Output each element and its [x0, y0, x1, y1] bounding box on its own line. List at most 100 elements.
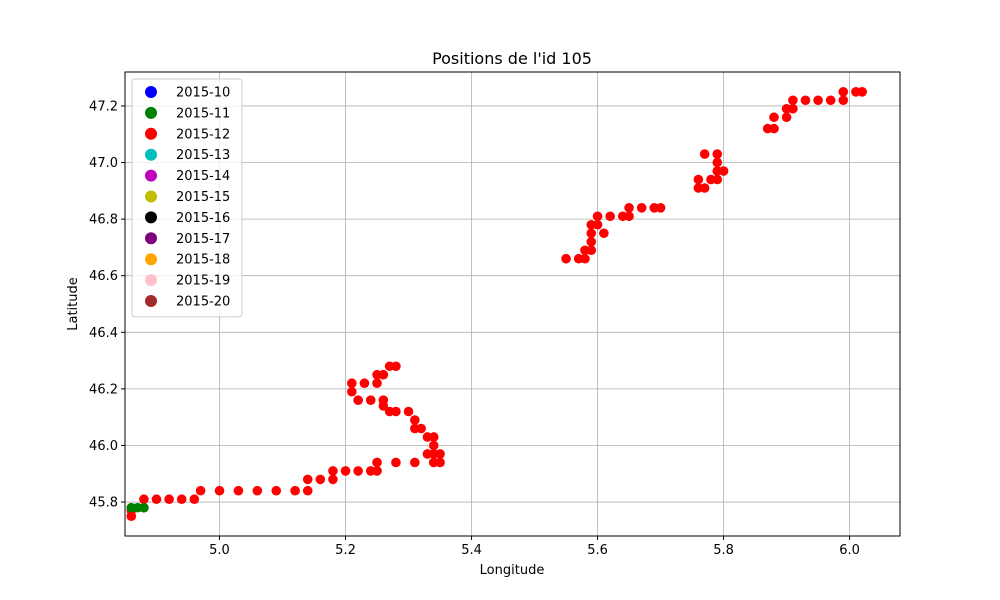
data-point-2015-12 — [838, 87, 849, 97]
legend-marker — [145, 106, 157, 119]
data-point-2015-12 — [151, 494, 162, 505]
data-point-2015-12 — [718, 166, 729, 176]
x-tick-label: 5.8 — [713, 543, 734, 558]
legend-label: 2015-12 — [176, 127, 230, 142]
data-point-2015-12 — [347, 378, 357, 389]
y-tick-label: 46.4 — [89, 326, 118, 341]
data-point-2015-12 — [592, 219, 603, 230]
data-point-2015-12 — [176, 494, 187, 505]
data-point-2015-12 — [410, 423, 420, 434]
data-point-2015-12 — [712, 174, 723, 185]
legend-label: 2015-11 — [176, 106, 230, 121]
data-point-2015-12 — [813, 95, 823, 106]
data-point-2015-12 — [189, 494, 200, 505]
x-tick-label: 5.4 — [461, 543, 482, 558]
data-point-2015-12 — [586, 228, 597, 239]
data-point-2015-12 — [693, 174, 704, 185]
x-axis-label: Longitude — [480, 563, 545, 578]
legend-marker — [145, 295, 157, 307]
legend-marker — [145, 127, 157, 140]
data-point-2015-12 — [328, 474, 338, 485]
data-point-2015-12 — [252, 485, 263, 496]
data-point-2015-12 — [353, 466, 363, 476]
legend-marker — [145, 86, 157, 98]
data-point-2015-12 — [290, 485, 300, 496]
grid — [125, 72, 900, 536]
data-point-2015-11 — [139, 502, 149, 513]
data-point-2015-12 — [699, 183, 710, 193]
data-point-2015-12 — [340, 466, 351, 476]
legend-label: 2015-13 — [176, 148, 230, 163]
x-tick-label: 5.0 — [209, 543, 230, 558]
data-point-2015-12 — [624, 211, 634, 222]
data-point-2015-12 — [586, 245, 597, 256]
legend-label: 2015-18 — [176, 253, 230, 268]
data-point-2015-12 — [372, 457, 382, 468]
data-point-2015-12 — [624, 203, 634, 213]
data-point-2015-12 — [769, 112, 779, 123]
y-tick-label: 46.0 — [89, 439, 118, 454]
data-point-2015-12 — [302, 485, 313, 496]
data-point-2015-12 — [428, 440, 439, 451]
data-point-2015-12 — [391, 457, 401, 468]
data-point-2015-12 — [139, 494, 149, 505]
legend-label: 2015-17 — [176, 232, 230, 247]
legend: 2015-10 2015-11 2015-12 2015-13 2015-14 2015-… — [131, 78, 243, 318]
data-point-2015-12 — [328, 466, 338, 476]
y-tick-label: 45.8 — [89, 496, 118, 511]
legend-label: 2015-19 — [176, 274, 230, 289]
data-point-2015-12 — [378, 369, 389, 380]
data-point-2015-12 — [655, 203, 666, 213]
legend-label: 2015-15 — [176, 190, 230, 205]
data-point-2015-12 — [800, 95, 811, 106]
data-point-2015-12 — [347, 386, 357, 397]
x-tick-label: 6.0 — [839, 543, 860, 558]
data-point-2015-12 — [384, 406, 395, 417]
data-point-2015-12 — [838, 95, 849, 106]
x-tick-label: 5.2 — [335, 543, 356, 558]
data-point-2015-12 — [391, 361, 401, 372]
data-point-2015-12 — [302, 474, 313, 485]
legend-marker — [145, 169, 157, 182]
data-point-2015-12 — [378, 395, 389, 405]
y-tick-label: 47.2 — [89, 99, 118, 114]
data-point-2015-12 — [195, 485, 206, 496]
data-point-2015-12 — [712, 149, 723, 159]
y-tick-label: 46.2 — [89, 382, 118, 397]
plot-frame — [124, 71, 901, 537]
data-point-2015-12 — [857, 87, 867, 97]
data-point-2015-12 — [781, 112, 792, 123]
legend-marker — [145, 148, 157, 161]
y-tick-label: 47.0 — [89, 156, 118, 171]
data-point-2015-12 — [586, 236, 597, 247]
data-point-2015-12 — [580, 253, 590, 264]
data-point-2015-12 — [592, 211, 603, 222]
legend-box — [131, 78, 243, 318]
data-point-2015-12 — [403, 406, 414, 417]
data-point-2015-12 — [164, 494, 174, 505]
legend-marker — [145, 253, 157, 266]
data-point-2015-12 — [233, 485, 244, 496]
y-tick-label: 46.6 — [89, 269, 118, 284]
data-point-2015-12 — [699, 149, 710, 159]
chart-title: Positions de l'id 105 — [432, 49, 592, 68]
legend-label: 2015-10 — [176, 86, 230, 101]
data-point-2015-12 — [410, 457, 420, 468]
data-point-2015-12 — [825, 95, 836, 106]
data-point-2015-12 — [410, 415, 420, 425]
data-point-2015-12 — [605, 211, 615, 222]
data-point-2015-12 — [422, 449, 433, 459]
data-point-2015-12 — [636, 203, 647, 213]
data-point-2015-12 — [788, 95, 798, 106]
legend-marker — [145, 274, 157, 287]
data-points — [126, 87, 867, 521]
legend-label: 2015-20 — [176, 295, 230, 310]
data-point-2015-12 — [365, 395, 376, 405]
data-point-2015-12 — [599, 228, 609, 239]
legend-label: 2015-14 — [176, 169, 230, 184]
data-point-2015-12 — [372, 378, 382, 389]
data-point-2015-12 — [435, 457, 445, 468]
x-tick-label: 5.6 — [587, 543, 608, 558]
data-point-2015-12 — [271, 485, 282, 496]
